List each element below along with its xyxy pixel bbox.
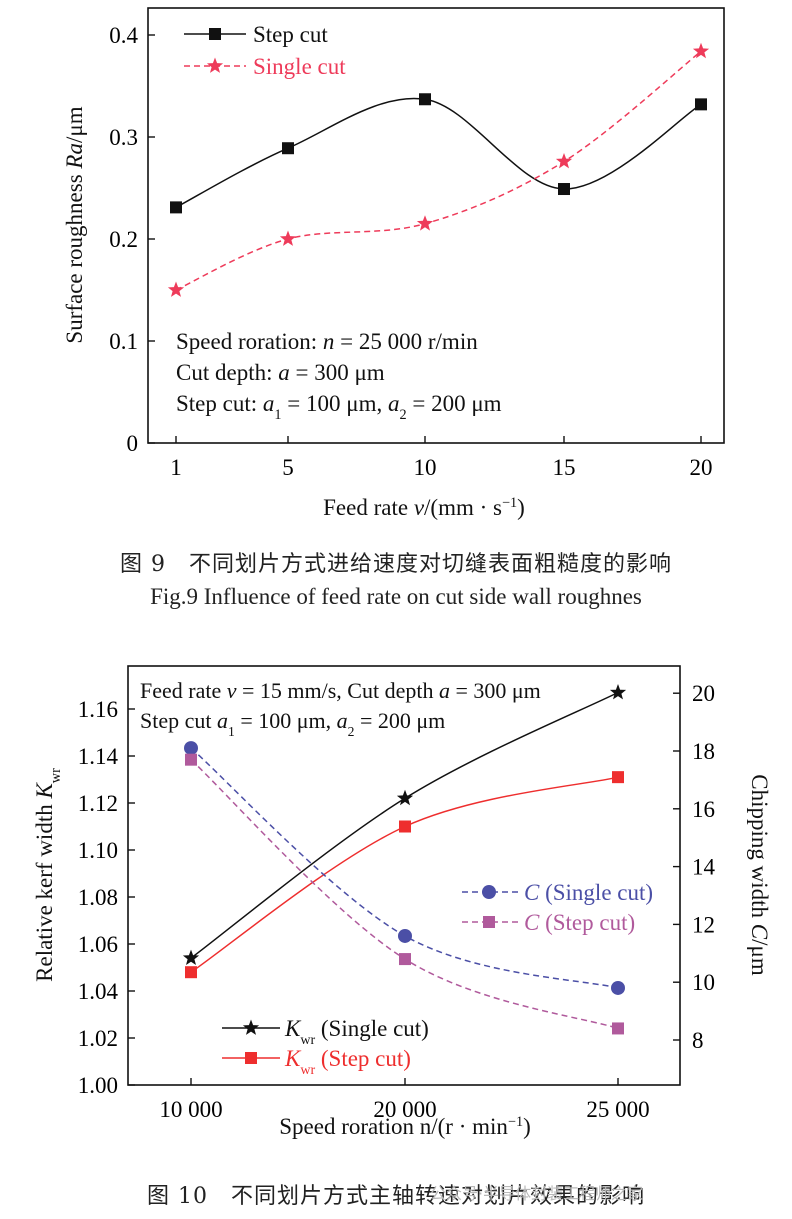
annotation-speed: Speed roration: n = 25 000 r/min bbox=[176, 329, 478, 354]
y-tick-label-right: 14 bbox=[692, 855, 716, 880]
annotation-step: Step cut a1 = 100 μm, a2 = 200 μm bbox=[140, 708, 445, 739]
y-tick-label-right: 16 bbox=[692, 797, 715, 822]
y-tick-label-right: 10 bbox=[692, 970, 715, 995]
series-line-2 bbox=[190, 747, 619, 989]
y-tick-label-left: 1.14 bbox=[78, 744, 119, 769]
fig10-caption-cn: 图 10 不同划片方式主轴转速对划片效果的影响 bbox=[147, 1184, 645, 1209]
x-tick-label: 15 bbox=[553, 455, 576, 480]
series-line-0 bbox=[175, 97, 702, 209]
legend-marker bbox=[206, 57, 224, 73]
x-tick-label: 25 000 bbox=[586, 1097, 649, 1122]
y-tick-label-right: 8 bbox=[692, 1028, 704, 1053]
annotation-depth: Cut depth: a = 300 μm bbox=[176, 360, 385, 385]
x-tick-label: 5 bbox=[282, 455, 294, 480]
y-tick-label: 0.4 bbox=[109, 23, 138, 48]
x-tick-label: 10 bbox=[414, 455, 437, 480]
annotation-feed: Feed rate v = 15 mm/s, Cut depth a = 300… bbox=[140, 678, 541, 703]
y-tick-label-right: 20 bbox=[692, 681, 715, 706]
y-axis-left-label: Relative kerf width Kwr bbox=[32, 768, 64, 982]
data-point bbox=[182, 949, 200, 965]
data-point bbox=[167, 281, 185, 297]
data-point bbox=[612, 771, 624, 784]
series-line-1 bbox=[175, 50, 702, 291]
y-tick-label-left: 1.16 bbox=[78, 697, 118, 722]
figure-9: 0 0.1 0.2 0.3 0.4 1 5 10 15 20 Feed rate v/(mm · s… bbox=[0, 0, 792, 530]
data-point bbox=[692, 42, 710, 59]
legend-label: Kwr (Single cut) bbox=[284, 1016, 429, 1048]
data-point bbox=[396, 789, 414, 806]
y-tick-label: 0 bbox=[127, 431, 139, 456]
legend-label: Kwr (Step cut) bbox=[284, 1046, 411, 1078]
data-point bbox=[399, 953, 411, 966]
annotation-step: Step cut: a1 = 100 μm, a2 = 200 μm bbox=[176, 391, 502, 423]
x-axis-label: Speed roration n/(r · min−1) bbox=[279, 1114, 531, 1139]
legend-marker bbox=[209, 28, 221, 40]
fig9-caption-cn: 图 9 不同划片方式进给速度对切缝表面粗糙度的影响 bbox=[120, 552, 672, 577]
data-point bbox=[611, 980, 625, 995]
y-tick-label-left: 1.10 bbox=[78, 838, 118, 863]
data-point bbox=[279, 230, 297, 246]
y-tick-label: 0.2 bbox=[109, 227, 138, 252]
y-tick-label-right: 12 bbox=[692, 912, 715, 937]
data-point bbox=[612, 1022, 624, 1035]
data-point bbox=[399, 820, 411, 833]
data-point bbox=[416, 215, 434, 231]
watermark-text: 公众号·半导体封装工程师之家 bbox=[430, 1184, 644, 1203]
y-axis-right-label: Chipping width C/μm bbox=[747, 774, 772, 976]
x-axis-label: Feed rate v/(mm · s−1) bbox=[323, 495, 525, 520]
data-point bbox=[398, 928, 412, 943]
data-point bbox=[185, 753, 197, 766]
legend-label: C (Step cut) bbox=[524, 910, 635, 935]
figure-10: 1.00 1.02 1.04 1.06 1.08 1.10 1.12 1.14 1.16 8 10 1… bbox=[0, 650, 792, 1170]
data-point bbox=[695, 98, 707, 111]
y-tick-label-left: 1.04 bbox=[78, 979, 119, 1004]
y-tick-label-left: 1.08 bbox=[78, 885, 118, 910]
y-tick-label-right: 18 bbox=[692, 739, 715, 764]
plot-frame bbox=[147, 7, 725, 444]
y-tick-label: 0.3 bbox=[109, 125, 138, 150]
x-tick-label: 10 000 bbox=[159, 1097, 222, 1122]
x-tick-label: 1 bbox=[170, 455, 182, 480]
legend-marker bbox=[245, 1052, 257, 1064]
plot-frame bbox=[127, 665, 681, 1086]
data-point bbox=[555, 153, 573, 169]
y-tick-label-left: 1.12 bbox=[78, 791, 118, 816]
x-tick-label: 20 bbox=[690, 455, 713, 480]
legend-label: C (Single cut) bbox=[524, 880, 653, 905]
y-axis-label: Surface roughness Ra/μm bbox=[62, 106, 87, 343]
y-tick-label-left: 1.00 bbox=[78, 1073, 118, 1098]
x-tick-label: 20 000 bbox=[373, 1097, 436, 1122]
fig9-caption-en: Fig.9 Influence of feed rate on cut side… bbox=[150, 584, 642, 609]
data-point bbox=[282, 142, 294, 155]
legend-label: Step cut bbox=[253, 22, 328, 47]
chart-kerf-chipping: 1.00 1.02 1.04 1.06 1.08 1.10 1.12 1.14 1.16 8 10 1… bbox=[32, 665, 772, 1139]
data-point bbox=[184, 741, 198, 756]
data-point bbox=[185, 966, 197, 979]
legend-marker bbox=[483, 916, 495, 928]
y-tick-label-left: 1.06 bbox=[78, 932, 118, 957]
data-point bbox=[609, 684, 627, 700]
series-line-1 bbox=[190, 776, 619, 973]
data-point bbox=[419, 93, 431, 106]
legend-label: Single cut bbox=[253, 54, 346, 79]
y-tick-label: 0.1 bbox=[109, 329, 138, 354]
y-tick-label-left: 1.02 bbox=[78, 1026, 118, 1051]
data-point bbox=[558, 183, 570, 196]
legend-marker bbox=[482, 885, 496, 899]
legend-marker bbox=[242, 1019, 260, 1035]
data-point bbox=[170, 201, 182, 214]
